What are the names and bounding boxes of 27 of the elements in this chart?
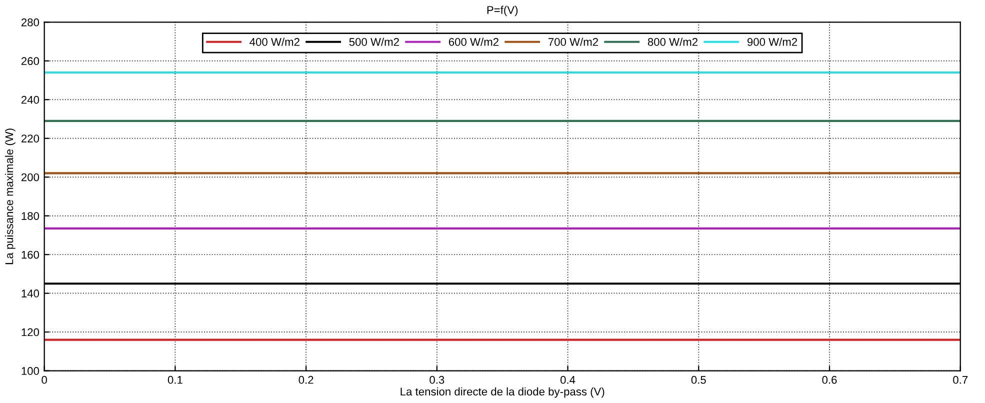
y-tick-label: 280 bbox=[21, 18, 40, 26]
x-tick-label: 0.3 bbox=[430, 376, 444, 384]
y-tick-label: 100 bbox=[22, 367, 40, 375]
chart-title: P=f(V) bbox=[487, 6, 518, 16]
x-tick-label: 0.6 bbox=[822, 376, 837, 384]
y-tick-label: 200 bbox=[21, 173, 40, 182]
legend-label: 800 W/m2 bbox=[648, 38, 698, 46]
legend-label: 500 W/m2 bbox=[349, 38, 399, 46]
x-tick-label: 0.2 bbox=[298, 376, 314, 384]
x-tick-label: 0 bbox=[42, 376, 47, 384]
x-tick-label: 0.5 bbox=[691, 376, 706, 384]
x-axis-title: La tension directe de la diode by-pass (V) bbox=[400, 387, 604, 398]
y-tick-label: 220 bbox=[21, 134, 40, 142]
y-tick-label: 160 bbox=[22, 250, 40, 259]
legend-label: 400 W/m2 bbox=[250, 38, 300, 46]
y-tick-label: 140 bbox=[22, 290, 40, 298]
y-tick-label: 180 bbox=[22, 212, 40, 220]
x-tick-label: 0.1 bbox=[168, 376, 182, 384]
x-tick-label: 0.7 bbox=[953, 376, 968, 384]
y-tick-label: 120 bbox=[22, 328, 40, 336]
legend-label: 700 W/m2 bbox=[548, 38, 598, 46]
legend-label: 900 W/m2 bbox=[747, 38, 798, 46]
y-axis-title: La puissance maximale (W) bbox=[5, 128, 16, 264]
x-tick-label: 0.4 bbox=[560, 376, 576, 384]
y-tick-label: 260 bbox=[21, 57, 40, 66]
legend-label: 600 W/m2 bbox=[448, 38, 498, 46]
y-tick-label: 240 bbox=[21, 96, 40, 104]
